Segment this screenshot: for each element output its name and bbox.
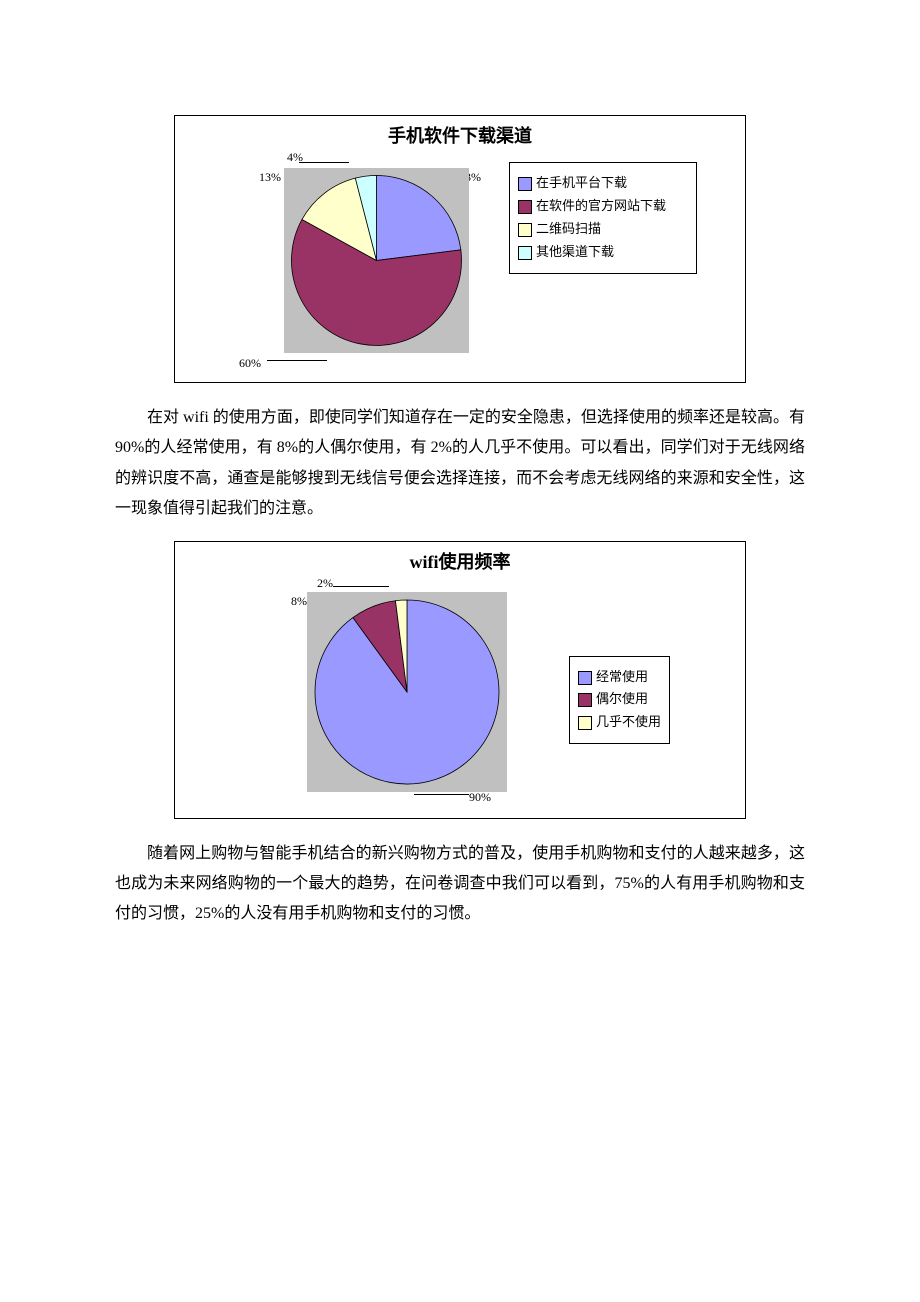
document-page: 手机软件下载渠道 4% 13% 23% 60% [0,0,920,1006]
chart2-legend-item-0: 经常使用 [578,669,661,686]
chart2-plot [307,592,507,792]
swatch [518,200,532,214]
chart1-pie [284,168,469,353]
chart1-legend-label-1: 在软件的官方网站下载 [536,198,666,215]
chart2-legend: 经常使用 偶尔使用 几乎不使用 [569,656,670,745]
chart2-legend-item-1: 偶尔使用 [578,691,661,708]
chart2-title: wifi使用频率 [175,542,745,576]
chart2-pct-sometimes: 8% [291,594,307,609]
chart1-body: 4% 13% 23% 60% [175,150,745,382]
chart1-legend-item-1: 在软件的官方网站下载 [518,198,688,215]
paragraph-wifi-usage: 在对 wifi 的使用方面，即使同学们知道存在一定的安全隐患，但选择使用的频率还… [115,403,805,525]
chart2-legend-label-2: 几乎不使用 [596,714,661,731]
chart2-legend-label-0: 经常使用 [596,669,648,686]
chart2-body: 2% 8% 90% [175,576,745,818]
chart1-legend-label-2: 二维码扫描 [536,221,601,238]
chart1-legend: 在手机平台下载 在软件的官方网站下载 二维码扫描 其他渠道下载 [509,162,697,274]
chart1-legend-item-2: 二维码扫描 [518,221,688,238]
swatch [518,223,532,237]
swatch [578,716,592,730]
chart2-pie [307,592,507,792]
chart-wifi-frequency: wifi使用频率 2% 8% 90% [174,541,746,819]
chart1-pct-official: 60% [239,356,261,371]
chart1-legend-item-3: 其他渠道下载 [518,244,688,261]
swatch [518,177,532,191]
swatch [518,246,532,260]
paragraph-shopping: 随着网上购物与智能手机结合的新兴购物方式的普及，使用手机购物和支付的人越来越多，… [115,839,805,930]
chart1-legend-label-3: 其他渠道下载 [536,244,614,261]
chart-download-channel: 手机软件下载渠道 4% 13% 23% 60% [174,115,746,383]
chart2-pct-rarely: 2% [317,576,333,591]
chart1-title: 手机软件下载渠道 [175,116,745,150]
swatch [578,671,592,685]
chart1-plot [284,168,469,353]
chart1-legend-item-0: 在手机平台下载 [518,175,688,192]
chart2-legend-label-1: 偶尔使用 [596,691,648,708]
chart2-legend-item-2: 几乎不使用 [578,714,661,731]
chart1-pct-qrcode: 13% [259,170,281,185]
chart1-legend-label-0: 在手机平台下载 [536,175,627,192]
swatch [578,693,592,707]
